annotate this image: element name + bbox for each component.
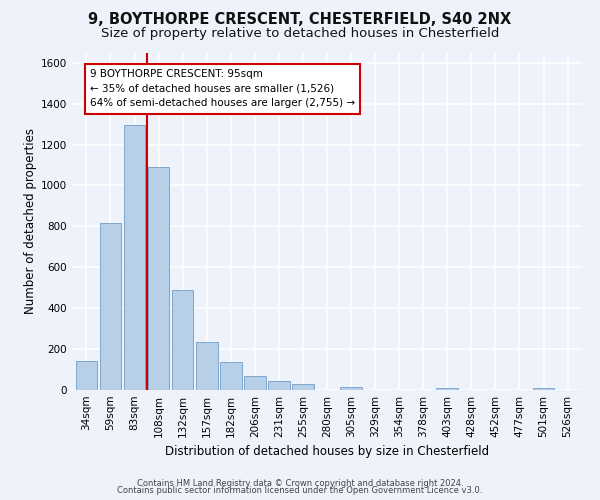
Text: Contains HM Land Registry data © Crown copyright and database right 2024.: Contains HM Land Registry data © Crown c… xyxy=(137,478,463,488)
Bar xyxy=(244,376,266,390)
Bar xyxy=(148,167,169,390)
Bar xyxy=(533,388,554,390)
Bar xyxy=(172,290,193,390)
Text: Contains public sector information licensed under the Open Government Licence v3: Contains public sector information licen… xyxy=(118,486,482,495)
Bar xyxy=(76,362,97,390)
Bar xyxy=(292,384,314,390)
Bar xyxy=(196,342,218,390)
Bar xyxy=(268,382,290,390)
Text: 9, BOYTHORPE CRESCENT, CHESTERFIELD, S40 2NX: 9, BOYTHORPE CRESCENT, CHESTERFIELD, S40… xyxy=(88,12,512,28)
Bar xyxy=(100,224,121,390)
Bar xyxy=(124,125,145,390)
Text: Size of property relative to detached houses in Chesterfield: Size of property relative to detached ho… xyxy=(101,28,499,40)
Bar xyxy=(220,362,242,390)
Y-axis label: Number of detached properties: Number of detached properties xyxy=(24,128,37,314)
Text: 9 BOYTHORPE CRESCENT: 95sqm
← 35% of detached houses are smaller (1,526)
64% of : 9 BOYTHORPE CRESCENT: 95sqm ← 35% of det… xyxy=(90,69,355,108)
Bar xyxy=(340,387,362,390)
Bar xyxy=(436,388,458,390)
X-axis label: Distribution of detached houses by size in Chesterfield: Distribution of detached houses by size … xyxy=(165,446,489,458)
